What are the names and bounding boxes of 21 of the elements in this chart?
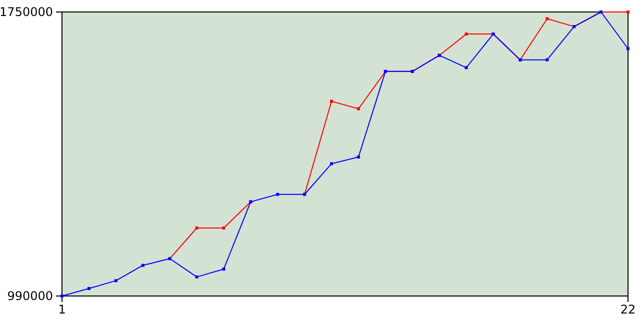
x-tick-label: 1 bbox=[58, 302, 66, 317]
point bbox=[546, 17, 549, 20]
point bbox=[114, 279, 118, 282]
point bbox=[356, 155, 360, 158]
point bbox=[330, 100, 334, 103]
point bbox=[222, 268, 226, 271]
point bbox=[195, 275, 198, 278]
y-tick-label: 990000 bbox=[7, 288, 53, 303]
point bbox=[356, 107, 360, 110]
point bbox=[330, 162, 334, 166]
point bbox=[546, 58, 549, 62]
x-tick-label: 22 bbox=[620, 302, 636, 317]
point bbox=[626, 47, 630, 50]
point bbox=[222, 226, 226, 230]
y-tick-label: 1750000 bbox=[0, 4, 53, 19]
point bbox=[464, 66, 468, 70]
point bbox=[141, 264, 144, 267]
point bbox=[195, 226, 198, 230]
point bbox=[464, 32, 468, 36]
point bbox=[276, 192, 280, 196]
point bbox=[87, 287, 90, 290]
